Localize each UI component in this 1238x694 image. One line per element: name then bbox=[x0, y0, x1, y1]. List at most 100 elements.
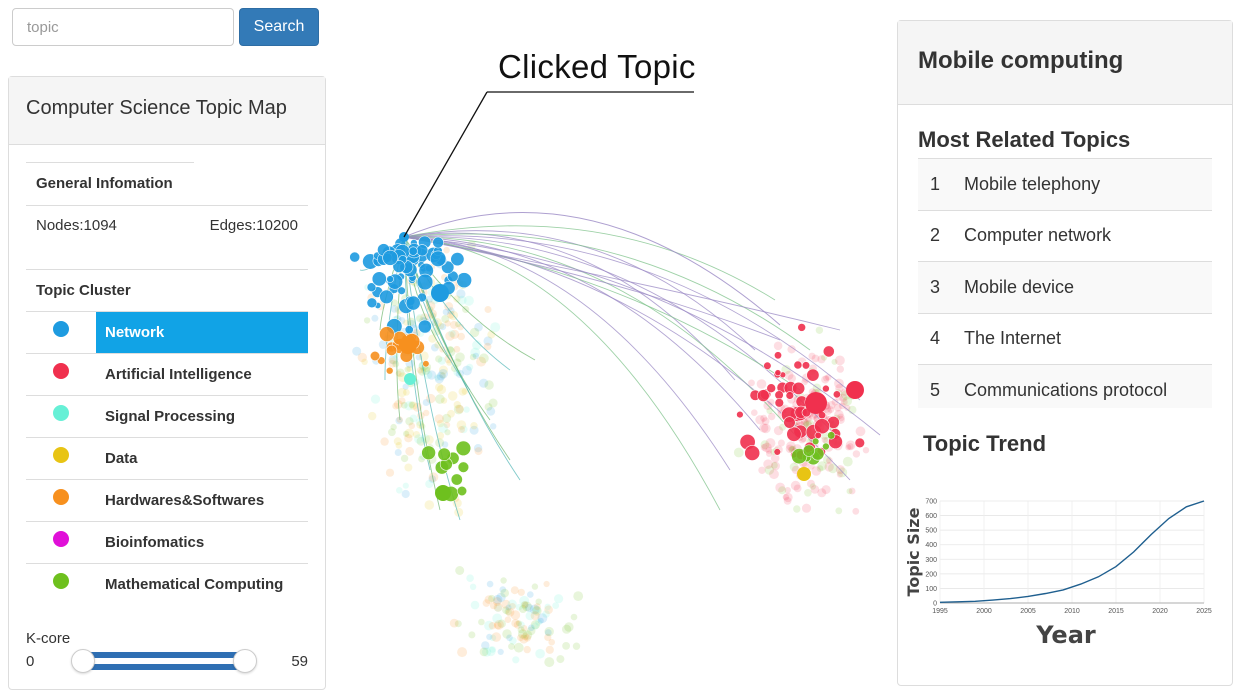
graph-node[interactable] bbox=[786, 426, 802, 442]
graph-node[interactable] bbox=[756, 389, 770, 402]
related-topic-row[interactable]: 3 Mobile device bbox=[918, 261, 1212, 313]
graph-edge bbox=[403, 212, 781, 326]
graph-node-faded bbox=[523, 645, 531, 654]
graph-node[interactable] bbox=[805, 392, 827, 414]
graph-node[interactable] bbox=[792, 381, 806, 395]
graph-node[interactable] bbox=[822, 345, 835, 358]
graph-node[interactable] bbox=[379, 326, 395, 342]
graph-node-faded bbox=[508, 643, 515, 650]
graph-node[interactable] bbox=[774, 390, 784, 400]
graph-node[interactable] bbox=[386, 275, 394, 283]
graph-node[interactable] bbox=[774, 369, 782, 377]
graph-node[interactable] bbox=[785, 391, 794, 400]
graph-node[interactable] bbox=[416, 244, 429, 257]
graph-node[interactable] bbox=[822, 384, 830, 393]
graph-node[interactable] bbox=[763, 361, 772, 370]
search-button[interactable]: Search bbox=[239, 8, 319, 46]
kcore-range-slider[interactable] bbox=[71, 649, 257, 673]
clicked-topic-node[interactable] bbox=[399, 232, 409, 242]
related-rank: 2 bbox=[930, 225, 941, 246]
graph-node[interactable] bbox=[801, 361, 811, 370]
graph-node[interactable] bbox=[369, 350, 381, 362]
graph-node[interactable] bbox=[811, 437, 820, 446]
graph-node[interactable] bbox=[774, 398, 784, 408]
topic-network-graph[interactable] bbox=[340, 40, 888, 694]
graph-node[interactable] bbox=[457, 461, 470, 473]
related-topic-row[interactable]: 5 Communications protocol bbox=[918, 364, 1212, 408]
graph-node[interactable] bbox=[814, 431, 822, 440]
graph-node[interactable] bbox=[802, 444, 816, 457]
cluster-item-network[interactable]: Network bbox=[26, 311, 308, 353]
graph-node[interactable] bbox=[432, 236, 444, 249]
graph-node[interactable] bbox=[822, 442, 830, 451]
graph-node[interactable] bbox=[371, 271, 387, 287]
graph-node[interactable] bbox=[435, 485, 451, 501]
graph-node[interactable] bbox=[450, 473, 463, 486]
graph-node-faded bbox=[528, 624, 535, 632]
graph-node[interactable] bbox=[404, 373, 416, 385]
graph-node[interactable] bbox=[397, 286, 406, 295]
cluster-item-signal-processing[interactable]: Signal Processing bbox=[26, 395, 308, 437]
graph-node-faded bbox=[428, 472, 439, 483]
cluster-item-mathematical-computing[interactable]: Mathematical Computing bbox=[26, 563, 308, 605]
related-topic-row[interactable]: 4 The Internet bbox=[918, 312, 1212, 365]
graph-node[interactable] bbox=[744, 445, 761, 461]
graph-node[interactable] bbox=[349, 251, 361, 263]
related-rank: 4 bbox=[930, 328, 941, 349]
graph-node[interactable] bbox=[783, 416, 796, 429]
slider-handle-min[interactable] bbox=[71, 649, 95, 673]
related-topic-row[interactable]: 2 Computer network bbox=[918, 209, 1212, 262]
graph-node[interactable] bbox=[456, 485, 468, 497]
graph-node[interactable] bbox=[846, 381, 864, 399]
related-topic-row[interactable]: 1 Mobile telephony bbox=[918, 158, 1212, 210]
graph-node[interactable] bbox=[832, 390, 841, 399]
cluster-item-hardwares-softwares[interactable]: Hardwares&Softwares bbox=[26, 479, 308, 521]
graph-node-faded bbox=[497, 619, 506, 628]
graph-node-faded bbox=[777, 439, 785, 447]
search-input[interactable] bbox=[12, 8, 234, 46]
graph-node[interactable] bbox=[385, 366, 394, 375]
graph-node[interactable] bbox=[385, 344, 398, 357]
graph-node[interactable] bbox=[366, 297, 378, 309]
graph-node[interactable] bbox=[797, 323, 807, 332]
graph-node[interactable] bbox=[766, 383, 777, 394]
graph-node[interactable] bbox=[405, 295, 421, 311]
graph-node[interactable] bbox=[806, 368, 820, 382]
graph-node[interactable] bbox=[366, 282, 377, 292]
cluster-item-bioinformatics[interactable]: Bioinfomatics bbox=[26, 521, 308, 563]
graph-node[interactable] bbox=[431, 284, 449, 302]
graph-node[interactable] bbox=[455, 440, 472, 456]
graph-node[interactable] bbox=[437, 447, 451, 461]
graph-node-faded bbox=[500, 588, 509, 598]
graph-node[interactable] bbox=[429, 250, 447, 268]
graph-node[interactable] bbox=[379, 289, 394, 304]
graph-node[interactable] bbox=[854, 437, 865, 449]
slider-handle-max[interactable] bbox=[233, 649, 257, 673]
graph-node[interactable] bbox=[773, 448, 781, 456]
graph-node[interactable] bbox=[382, 249, 399, 266]
graph-node[interactable] bbox=[418, 319, 432, 334]
graph-node[interactable] bbox=[422, 360, 430, 368]
graph-node[interactable] bbox=[736, 410, 744, 419]
graph-node[interactable] bbox=[416, 273, 434, 291]
related-rank: 3 bbox=[930, 276, 941, 297]
graph-node[interactable] bbox=[404, 325, 414, 335]
cluster-item-artificial-intelligence[interactable]: Artificial Intelligence bbox=[26, 353, 308, 395]
graph-node[interactable] bbox=[827, 431, 836, 440]
graph-node-faded bbox=[504, 608, 512, 616]
cluster-label: Artificial Intelligence bbox=[105, 366, 252, 383]
graph-node-faded bbox=[394, 449, 402, 456]
graph-node[interactable] bbox=[408, 246, 418, 256]
graph-node[interactable] bbox=[399, 336, 417, 354]
graph-node-faded bbox=[760, 414, 768, 422]
graph-node[interactable] bbox=[797, 467, 811, 481]
graph-node[interactable] bbox=[814, 418, 830, 435]
graph-node[interactable] bbox=[456, 272, 472, 289]
graph-node[interactable] bbox=[773, 351, 782, 360]
cluster-item-data[interactable]: Data bbox=[26, 437, 308, 479]
graph-node[interactable] bbox=[450, 252, 465, 267]
graph-node[interactable] bbox=[793, 360, 803, 370]
graph-node[interactable] bbox=[421, 445, 436, 461]
graph-node[interactable] bbox=[392, 260, 406, 273]
graph-node-faded bbox=[811, 466, 821, 476]
